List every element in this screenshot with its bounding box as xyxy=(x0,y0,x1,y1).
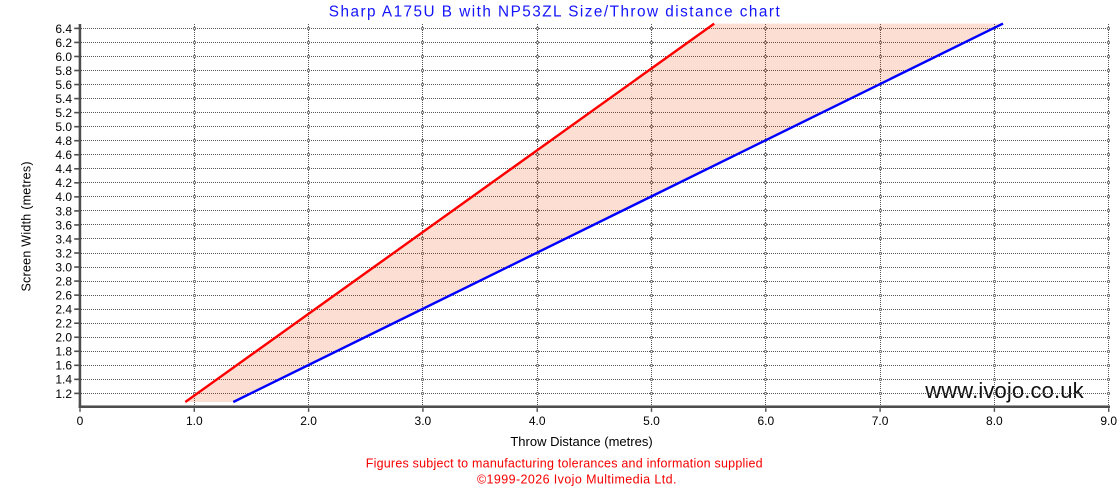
svg-text:2.0: 2.0 xyxy=(55,331,72,345)
svg-text:6.0: 6.0 xyxy=(757,414,774,428)
svg-text:1.6: 1.6 xyxy=(55,359,72,373)
svg-text:2.4: 2.4 xyxy=(55,303,72,317)
svg-text:5.4: 5.4 xyxy=(55,92,72,106)
svg-text:Screen Width (metres): Screen Width (metres) xyxy=(20,161,34,291)
svg-text:4.8: 4.8 xyxy=(55,134,72,148)
svg-text:©1999-2026 Ivojo Multimedia Lt: ©1999-2026 Ivojo Multimedia Ltd. xyxy=(477,472,677,486)
svg-text:9.0: 9.0 xyxy=(1100,414,1117,428)
svg-text:5.2: 5.2 xyxy=(55,106,72,120)
svg-text:Sharp A175U B with NP53ZL Size: Sharp A175U B with NP53ZL Size/Throw dis… xyxy=(329,3,781,20)
svg-text:5.0: 5.0 xyxy=(55,120,72,134)
svg-text:2.0: 2.0 xyxy=(300,414,317,428)
svg-text:4.0: 4.0 xyxy=(55,190,72,204)
svg-text:1.0: 1.0 xyxy=(186,414,203,428)
svg-text:5.8: 5.8 xyxy=(55,64,72,78)
svg-text:3.2: 3.2 xyxy=(55,246,72,260)
svg-text:4.4: 4.4 xyxy=(55,162,72,176)
svg-text:7.0: 7.0 xyxy=(872,414,889,428)
svg-text:2.8: 2.8 xyxy=(55,274,72,288)
svg-text:0: 0 xyxy=(77,414,84,428)
svg-text:Figures subject to manufacturi: Figures subject to manufacturing toleran… xyxy=(366,457,763,471)
svg-text:4.0: 4.0 xyxy=(529,414,546,428)
svg-text:3.4: 3.4 xyxy=(55,232,72,246)
svg-text:www.ivojo.co.uk: www.ivojo.co.uk xyxy=(924,378,1084,403)
svg-text:5.6: 5.6 xyxy=(55,78,72,92)
svg-text:6.2: 6.2 xyxy=(55,36,72,50)
svg-text:6.4: 6.4 xyxy=(55,22,72,36)
svg-text:2.2: 2.2 xyxy=(55,317,72,331)
svg-text:3.0: 3.0 xyxy=(55,260,72,274)
svg-text:8.0: 8.0 xyxy=(986,414,1003,428)
svg-text:2.6: 2.6 xyxy=(55,288,72,302)
svg-text:1.8: 1.8 xyxy=(55,345,72,359)
svg-text:4.2: 4.2 xyxy=(55,176,72,190)
svg-text:3.8: 3.8 xyxy=(55,204,72,218)
svg-text:1.4: 1.4 xyxy=(55,373,72,387)
svg-text:6.0: 6.0 xyxy=(55,50,72,64)
svg-text:4.6: 4.6 xyxy=(55,148,72,162)
svg-text:3.6: 3.6 xyxy=(55,218,72,232)
svg-text:Throw Distance (metres): Throw Distance (metres) xyxy=(510,434,652,449)
svg-text:5.0: 5.0 xyxy=(643,414,660,428)
svg-text:1.2: 1.2 xyxy=(55,387,72,401)
svg-text:3.0: 3.0 xyxy=(415,414,432,428)
